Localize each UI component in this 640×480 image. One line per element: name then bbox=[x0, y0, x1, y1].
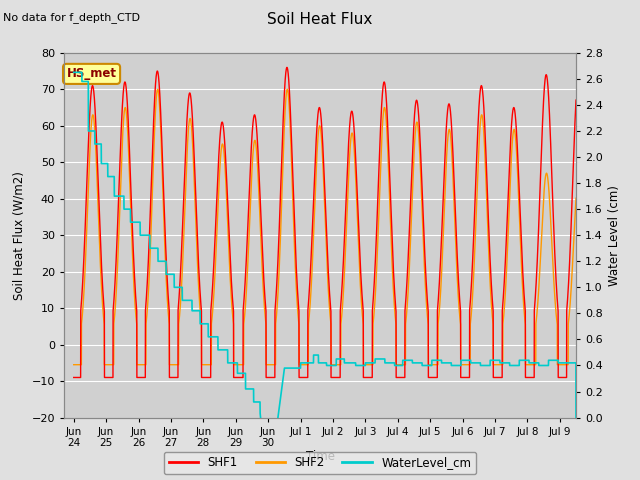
Text: HS_met: HS_met bbox=[67, 67, 116, 80]
Text: Soil Heat Flux: Soil Heat Flux bbox=[268, 12, 372, 27]
Y-axis label: Soil Heat Flux (W/m2): Soil Heat Flux (W/m2) bbox=[13, 171, 26, 300]
Legend: SHF1, SHF2, WaterLevel_cm: SHF1, SHF2, WaterLevel_cm bbox=[164, 452, 476, 474]
Y-axis label: Water Level (cm): Water Level (cm) bbox=[609, 185, 621, 286]
Text: No data for f_depth_CTD: No data for f_depth_CTD bbox=[3, 12, 140, 23]
X-axis label: Time: Time bbox=[305, 450, 335, 463]
